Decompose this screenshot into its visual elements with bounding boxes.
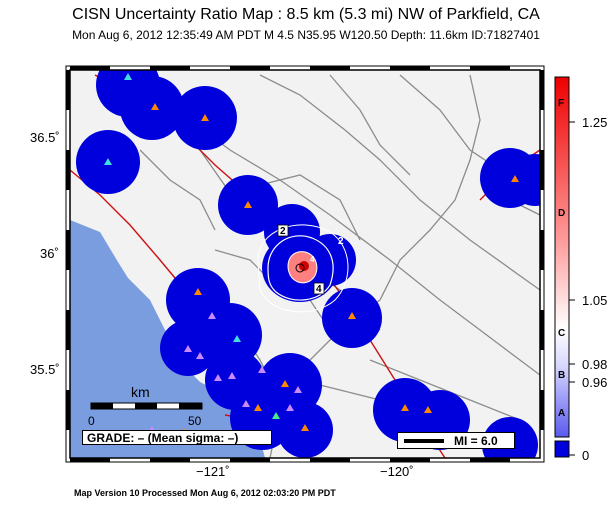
- station-triangle: [301, 424, 309, 431]
- station-triangle: [244, 201, 252, 208]
- station-triangle: [214, 374, 222, 381]
- scale-start-label: 0: [88, 414, 95, 428]
- station-triangle: [228, 372, 236, 379]
- station-triangle: [281, 380, 289, 387]
- event-subtitle: Mon Aug 6, 2012 12:35:49 AM PDT M 4.5 N3…: [72, 28, 540, 42]
- station-triangle: [184, 345, 192, 352]
- footer-version: Map Version 10 Processed Mon Aug 6, 2012…: [74, 488, 336, 498]
- station-triangle: [194, 288, 202, 295]
- x-tick-label: −120˚: [380, 464, 414, 479]
- contour-label: 2: [338, 236, 344, 247]
- y-tick-label: 35.5˚: [30, 362, 60, 377]
- station-triangle: [124, 73, 132, 80]
- grade-letter-b: B: [558, 370, 565, 381]
- map-title: CISN Uncertainty Ratio Map : 8.5 km (5.3…: [72, 6, 540, 23]
- mi-label: MI = 6.0: [454, 434, 498, 448]
- colorbar-tick: 1.25: [582, 115, 608, 130]
- scale-bar: [90, 402, 203, 410]
- station-triangle: [196, 352, 204, 359]
- grade-box: GRADE: – (Mean sigma: –): [82, 430, 272, 445]
- station-triangle: [233, 335, 241, 342]
- contour-label: 4: [316, 284, 322, 295]
- y-tick-label: 36˚: [40, 246, 59, 261]
- station-triangle: [511, 175, 519, 182]
- station-triangle: [286, 404, 294, 411]
- colorbar-tick: 0.96: [582, 375, 608, 390]
- grade-letter-c: C: [558, 328, 565, 339]
- scale-unit-label: km: [131, 384, 150, 400]
- colorbar-tick: 0: [582, 448, 590, 463]
- mi-legend: MI = 6.0: [397, 432, 515, 449]
- station-triangle: [242, 400, 250, 407]
- station-triangle: [401, 404, 409, 411]
- grade-letter-a: A: [558, 408, 565, 419]
- station-triangle: [424, 406, 432, 413]
- contour-labels: 2 2 4 4: [277, 224, 344, 295]
- colorbar-tick: 0.98: [582, 357, 608, 372]
- station-triangle: [104, 158, 112, 165]
- station-triangle: [254, 404, 262, 411]
- x-tick-label: −121˚: [196, 464, 230, 479]
- mi-bar: [404, 439, 444, 443]
- contour-label: 4: [310, 255, 315, 264]
- contour-label: 2: [280, 226, 286, 237]
- station-triangle: [208, 312, 216, 319]
- station-triangle: [272, 412, 280, 419]
- station-triangle: [258, 366, 266, 373]
- station-triangle: [151, 103, 159, 110]
- colorbar-letters: F D C B A: [558, 98, 565, 419]
- colorbar-tick: 1.05: [582, 293, 608, 308]
- scale-end-label: 50: [188, 414, 202, 428]
- grade-letter-d: D: [558, 208, 565, 219]
- y-tick-label: 36.5˚: [30, 130, 60, 145]
- map-frame: [65, 65, 545, 463]
- station-triangle: [201, 114, 209, 121]
- station-triangle: [348, 312, 356, 319]
- station-triangle: [294, 386, 302, 393]
- colorbar: [554, 76, 575, 458]
- grade-letter-f: F: [558, 98, 564, 109]
